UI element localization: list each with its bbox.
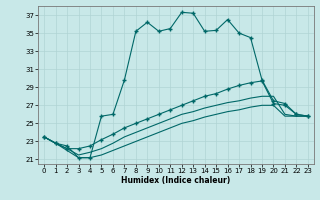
X-axis label: Humidex (Indice chaleur): Humidex (Indice chaleur) bbox=[121, 176, 231, 185]
